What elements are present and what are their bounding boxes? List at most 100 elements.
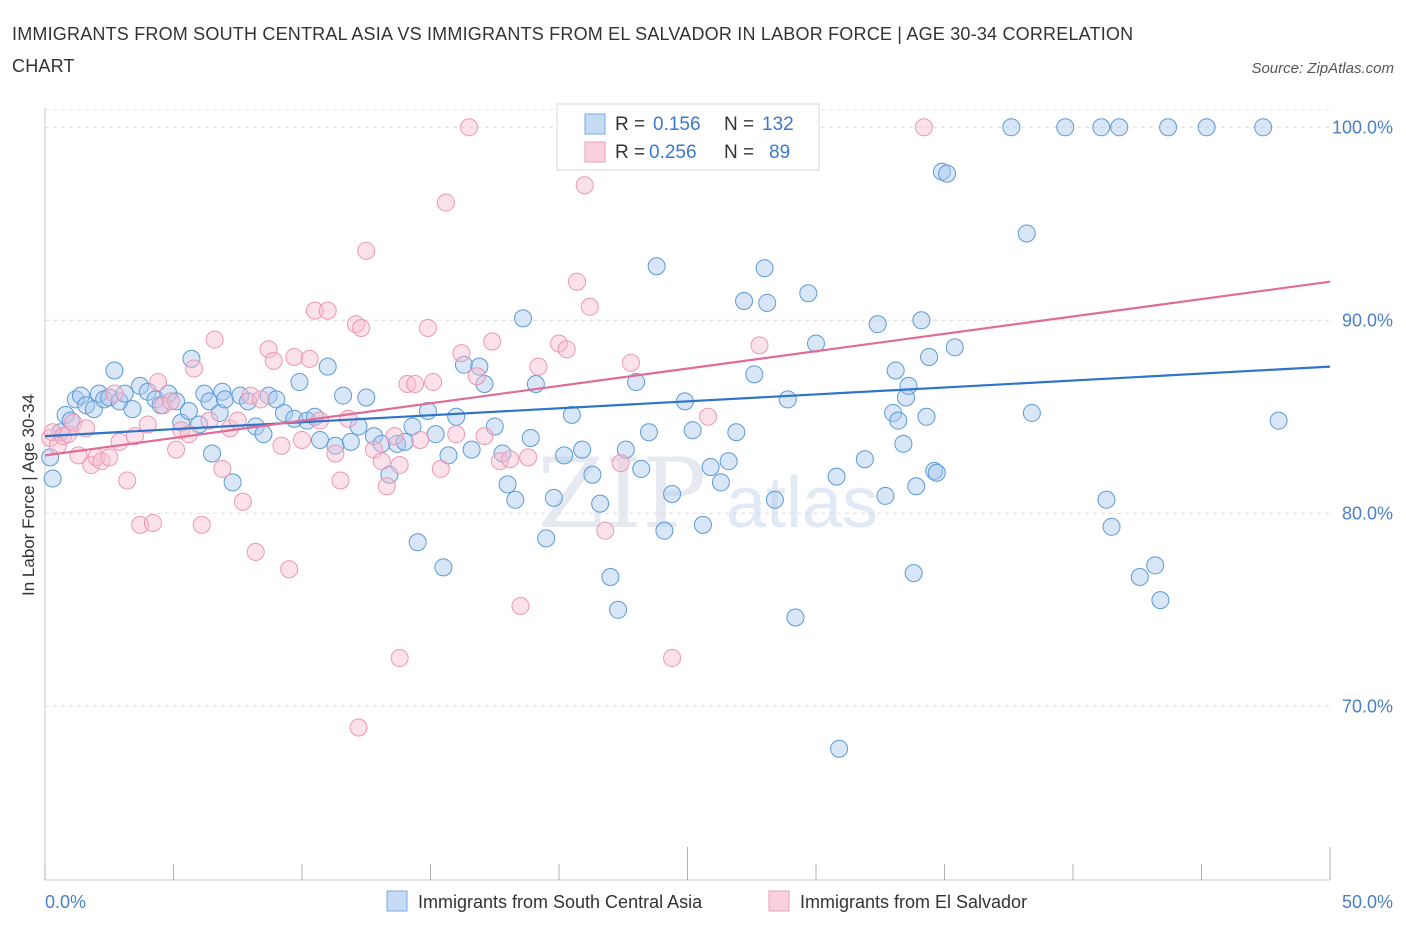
point-south-central-asia [203, 444, 222, 463]
point-el-salvador [460, 118, 479, 137]
point-south-central-asia [210, 403, 229, 422]
point-south-central-asia [573, 440, 592, 459]
point-el-salvador [699, 407, 718, 426]
series-legend-label-1: Immigrants from South Central Asia [418, 892, 703, 912]
point-south-central-asia [364, 427, 383, 446]
point-south-central-asia [1017, 224, 1036, 243]
point-el-salvador [501, 450, 520, 469]
point-south-central-asia [290, 373, 309, 392]
point-south-central-asia [868, 315, 887, 334]
x-tick-label: 50.0% [1342, 892, 1393, 912]
point-el-salvador [167, 440, 186, 459]
point-south-central-asia [426, 425, 445, 444]
point-el-salvador [411, 430, 430, 449]
point-south-central-asia [408, 533, 427, 552]
point-el-salvador [575, 176, 594, 195]
point-el-salvador [557, 340, 576, 359]
point-south-central-asia [719, 452, 738, 471]
stats-legend: R = 0.156 N = 132 R = 0.256 N = 89 [556, 103, 820, 171]
point-south-central-asia [1130, 567, 1149, 586]
point-south-central-asia [357, 388, 376, 407]
point-south-central-asia [275, 403, 294, 422]
trend-line-south-central-asia [44, 365, 1331, 438]
point-south-central-asia [907, 477, 926, 496]
point-south-central-asia [439, 446, 458, 465]
legend-swatch-blue [584, 113, 606, 135]
point-el-salvador [110, 432, 129, 451]
point-south-central-asia [1022, 403, 1041, 422]
series-legend-swatch-blue [386, 890, 408, 912]
point-el-salvador [467, 367, 486, 386]
point-el-salvador [418, 319, 437, 338]
point-el-salvador [390, 456, 409, 475]
point-south-central-asia [1146, 556, 1165, 575]
point-south-central-asia [537, 529, 556, 548]
stat-r-value-1: 0.156 [653, 114, 701, 135]
point-south-central-asia [498, 475, 517, 494]
point-south-central-asia [912, 311, 931, 330]
point-el-salvador [105, 384, 124, 403]
point-south-central-asia [917, 407, 936, 426]
point-south-central-asia [745, 365, 764, 384]
legend-swatch-pink [584, 141, 606, 163]
stat-n-value-1: 132 [762, 114, 794, 135]
point-el-salvador [390, 649, 409, 668]
point-south-central-asia [925, 461, 944, 480]
point-south-central-asia [765, 490, 784, 509]
point-el-salvador [580, 297, 599, 316]
point-el-salvador [377, 477, 396, 496]
tick-labels: 100.0% 90.0% 80.0% 70.0% 0.0% 50.0% [45, 117, 1393, 912]
point-el-salvador [529, 357, 548, 376]
point-south-central-asia [920, 347, 939, 366]
series-legend: Immigrants from South Central Asia Immig… [386, 890, 1027, 912]
trend-lines [44, 280, 1331, 457]
point-south-central-asia [945, 338, 964, 357]
point-el-salvador [246, 542, 265, 561]
point-el-salvador [100, 448, 119, 467]
watermark-atlas: atlas [726, 463, 878, 543]
point-el-salvador [750, 336, 769, 355]
point-el-salvador [185, 359, 204, 378]
point-south-central-asia [855, 450, 874, 469]
point-south-central-asia [1254, 118, 1273, 137]
point-south-central-asia [1197, 118, 1216, 137]
point-el-salvador [200, 411, 219, 430]
point-el-salvador [398, 374, 417, 393]
x-tick-label: 0.0% [45, 892, 86, 912]
point-el-salvador [663, 649, 682, 668]
point-el-salvador [621, 353, 640, 372]
series-south-central-asia-points [41, 118, 1288, 758]
point-south-central-asia [56, 405, 75, 424]
point-el-salvador [293, 430, 311, 449]
point-south-central-asia [334, 386, 353, 405]
point-south-central-asia [683, 421, 702, 440]
point-south-central-asia [827, 467, 846, 486]
point-south-central-asia [601, 567, 620, 586]
point-south-central-asia [894, 434, 913, 453]
point-el-salvador [357, 241, 376, 260]
series-legend-label-2: Immigrants from El Salvador [800, 892, 1027, 912]
point-south-central-asia [341, 432, 360, 451]
point-el-salvador [264, 351, 283, 370]
point-south-central-asia [1056, 118, 1075, 137]
point-south-central-asia [778, 390, 797, 409]
point-south-central-asia [200, 392, 219, 411]
point-south-central-asia [1159, 118, 1178, 137]
point-south-central-asia [267, 390, 286, 409]
point-south-central-asia [755, 259, 774, 278]
point-el-salvador [447, 425, 466, 444]
point-south-central-asia [89, 384, 108, 403]
point-south-central-asia [326, 436, 345, 455]
point-south-central-asia [215, 390, 234, 409]
point-el-salvador [567, 272, 586, 291]
point-south-central-asia [876, 486, 895, 505]
point-south-central-asia [735, 292, 754, 310]
point-south-central-asia [544, 488, 563, 507]
point-south-central-asia [927, 463, 946, 482]
axes [44, 108, 1331, 881]
point-south-central-asia [105, 361, 124, 380]
point-el-salvador [161, 392, 180, 411]
point-south-central-asia [475, 374, 494, 393]
point-south-central-asia [318, 357, 337, 376]
